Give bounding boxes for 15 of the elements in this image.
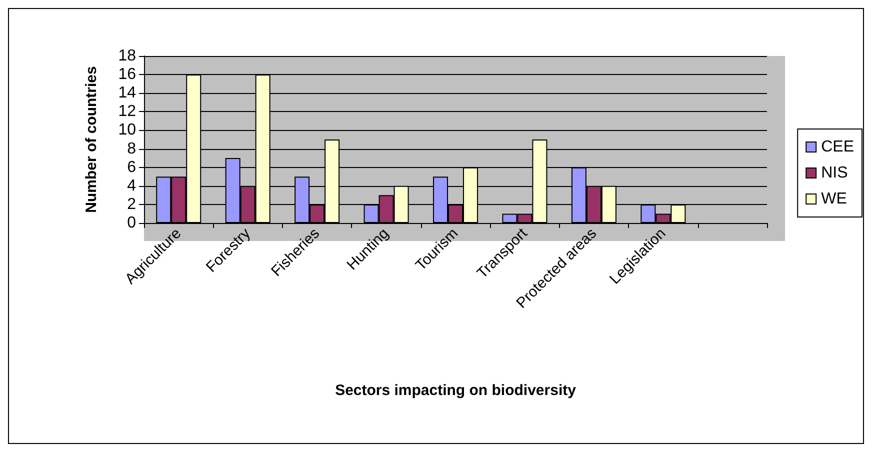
legend-label: NIS bbox=[821, 164, 848, 182]
y-tick-label: 0 bbox=[127, 214, 136, 232]
y-tick-label: 6 bbox=[127, 158, 136, 176]
y-tick-label: 10 bbox=[118, 122, 136, 139]
legend-label: WE bbox=[821, 190, 847, 208]
y-tick-label: 2 bbox=[127, 196, 136, 213]
legend-label: CEE bbox=[821, 138, 854, 156]
y-tick-label: 16 bbox=[118, 66, 136, 84]
y-tick-label: 8 bbox=[127, 140, 136, 158]
y-tick-label: 18 bbox=[118, 48, 136, 64]
y-tick-label: 12 bbox=[118, 103, 136, 120]
y-axis-title: Number of countries bbox=[83, 66, 100, 213]
y-tick-label: 14 bbox=[118, 84, 136, 102]
x-axis-title: Sectors impacting on biodiversity bbox=[335, 382, 577, 399]
y-tick-label: 4 bbox=[127, 177, 136, 194]
